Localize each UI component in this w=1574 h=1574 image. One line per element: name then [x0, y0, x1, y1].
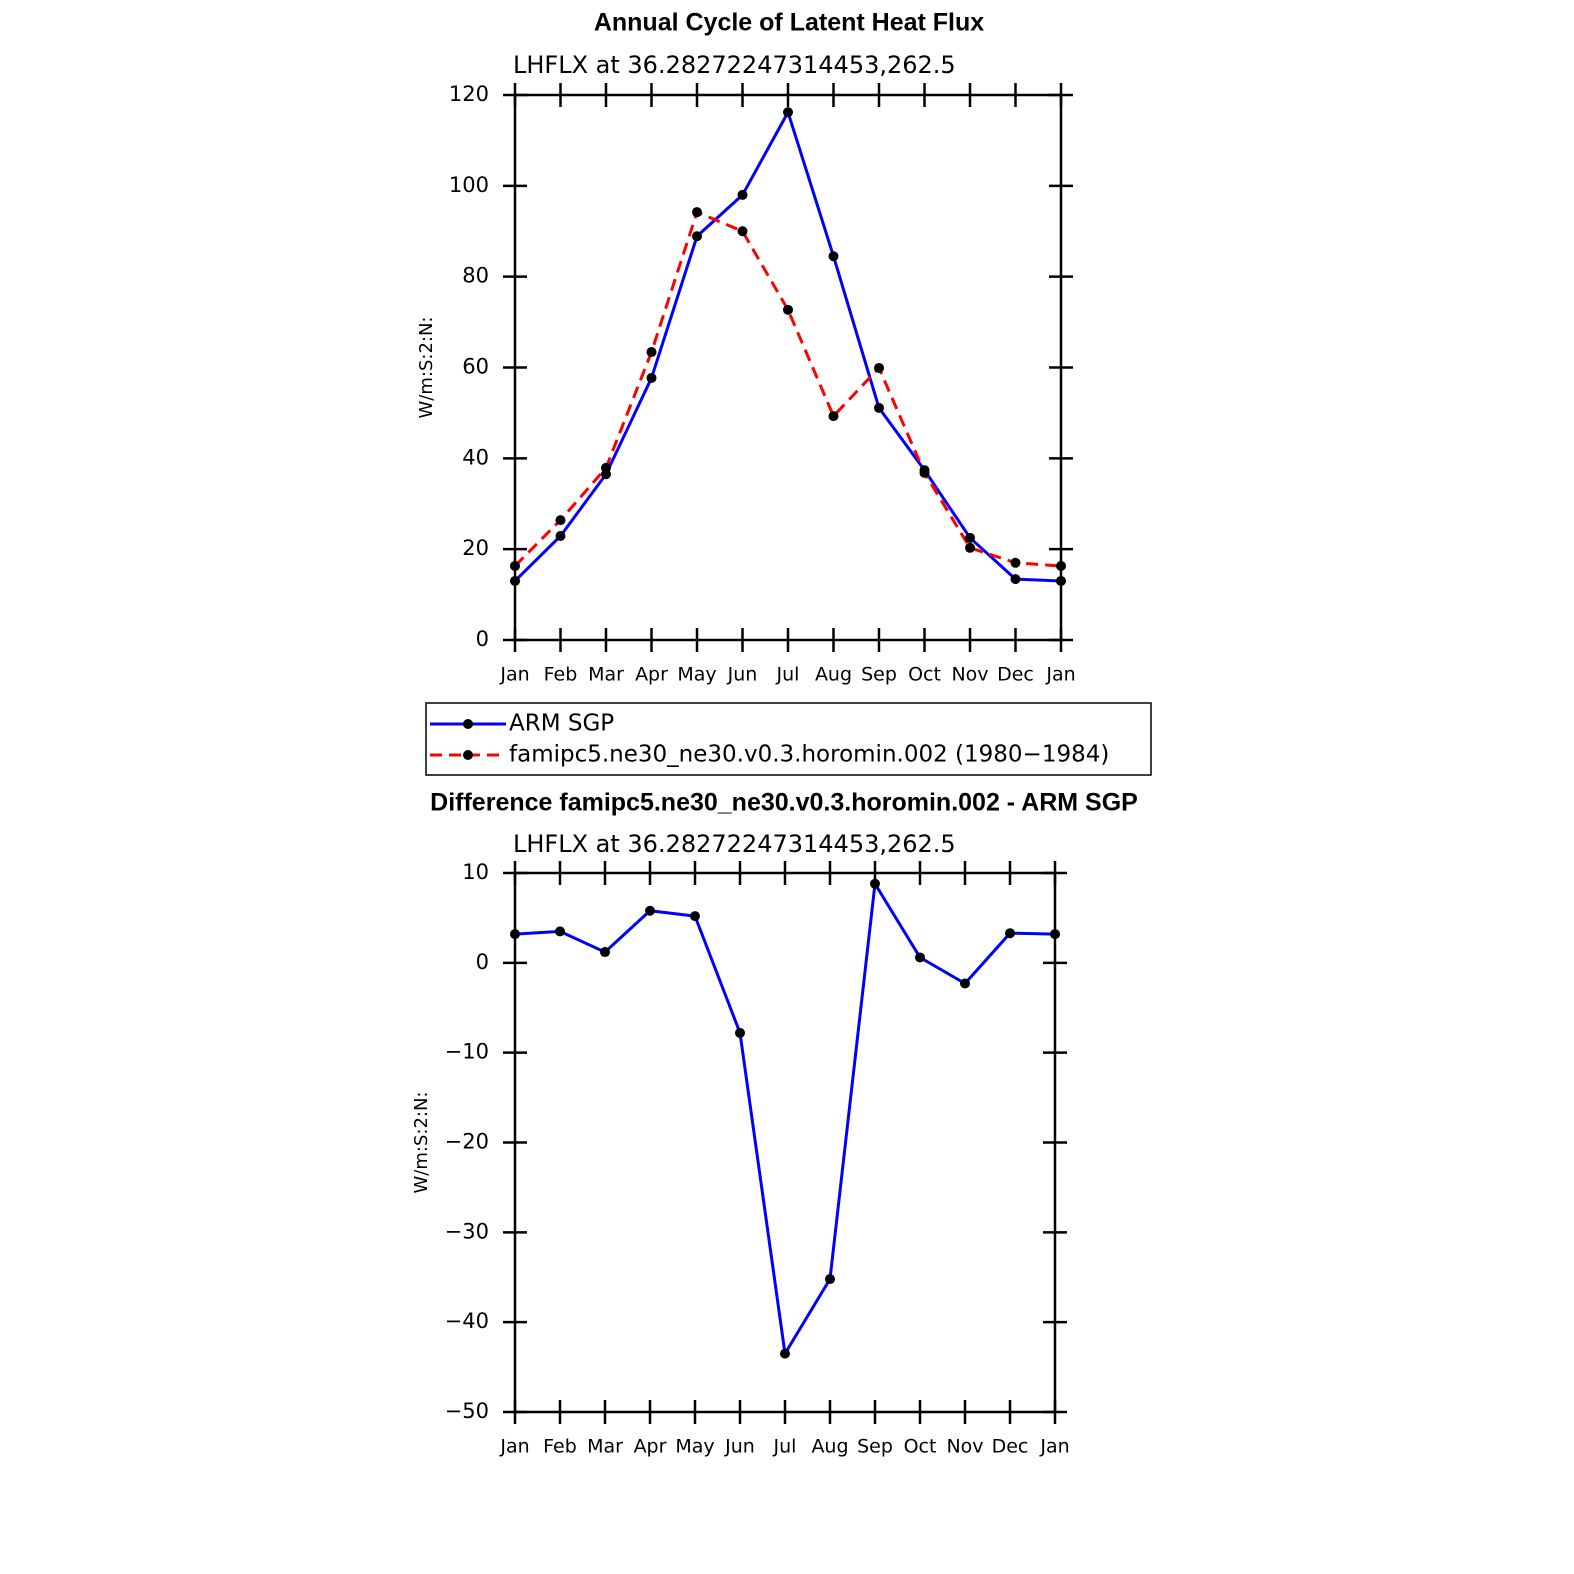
- plot-frame: [513, 93, 1063, 642]
- data-point: [646, 372, 657, 383]
- x-tick-label: Jan: [499, 1436, 529, 1458]
- chart-subtitle: LHFLX at 36.28272247314453,262.5: [513, 51, 956, 79]
- y-tick-label: 20: [462, 536, 489, 560]
- y-tick-label: 120: [449, 82, 489, 106]
- y-tick-label: 60: [462, 355, 489, 379]
- x-tick-label: Jul: [776, 664, 800, 686]
- data-point: [1010, 574, 1021, 585]
- data-point: [828, 251, 839, 262]
- y-tick-label: 10: [462, 860, 489, 884]
- y-tick-label: 80: [462, 264, 489, 288]
- data-point: [825, 1274, 835, 1285]
- data-point: [600, 947, 610, 958]
- x-tick-label: Jun: [727, 664, 758, 686]
- legend-box: [425, 702, 1152, 776]
- data-point: [735, 1027, 745, 1038]
- x-tick-label: Jun: [724, 1436, 755, 1458]
- y-axis-label: W/m:S:2:N:: [411, 1092, 432, 1194]
- data-point: [874, 402, 884, 413]
- y-tick-label: −50: [445, 1399, 489, 1423]
- series-line: [513, 108, 1062, 583]
- data-point: [646, 347, 657, 358]
- data-point: [555, 530, 566, 541]
- legend-label: ARM SGP: [509, 711, 614, 737]
- x-tick-label: Mar: [587, 1436, 623, 1458]
- x-tick-label: Jan: [1039, 1436, 1069, 1458]
- data-point: [510, 929, 520, 940]
- data-point: [783, 304, 793, 315]
- y-tick-label: −30: [445, 1219, 489, 1243]
- data-point: [510, 575, 520, 586]
- y-tick-label: −40: [445, 1309, 489, 1333]
- x-tick-label: Sep: [861, 664, 897, 686]
- data-point: [555, 515, 566, 526]
- x-tick-label: Oct: [908, 664, 941, 686]
- plot-frame: [513, 871, 1057, 1414]
- y-tick-label: 100: [449, 173, 489, 197]
- data-point: [555, 926, 565, 937]
- data-point: [965, 532, 975, 543]
- x-tick-label: Jul: [773, 1436, 797, 1458]
- data-point: [1050, 929, 1060, 940]
- data-point: [601, 462, 611, 473]
- y-tick-label: 0: [476, 627, 489, 651]
- x-tick-label: Aug: [815, 664, 852, 686]
- legend-dot: [463, 750, 473, 760]
- data-point: [1056, 575, 1066, 586]
- x-tick-label: Feb: [544, 664, 578, 686]
- x-tick-label: Feb: [543, 1436, 577, 1458]
- data-point: [915, 952, 925, 963]
- y-tick-label: −10: [445, 1040, 489, 1064]
- series-line: [514, 879, 1056, 1358]
- data-point: [510, 560, 520, 571]
- data-point: [1005, 928, 1015, 939]
- y-tick-label: −20: [445, 1130, 489, 1154]
- y-tick-label: 0: [476, 950, 489, 974]
- y-axis-label: W/m:S:2:N:: [416, 317, 437, 419]
- x-tick-label: Nov: [946, 1436, 983, 1458]
- data-point: [692, 231, 702, 242]
- legend-dot: [463, 719, 473, 729]
- data-point: [737, 189, 748, 200]
- x-tick-label: Mar: [588, 664, 624, 686]
- data-point: [1010, 557, 1021, 568]
- data-point: [690, 911, 700, 922]
- data-point: [828, 411, 839, 422]
- x-tick-label: Dec: [997, 664, 1034, 686]
- data-point: [780, 1348, 790, 1359]
- legend-label: famipc5.ne30_ne30.v0.3.horomin.002 (1980…: [509, 742, 1109, 768]
- chart-title: Annual Cycle of Latent Heat Flux: [594, 9, 984, 37]
- x-tick-label: May: [677, 664, 716, 686]
- x-tick-label: Jan: [1045, 664, 1075, 686]
- data-point: [960, 978, 970, 989]
- series-line: [513, 210, 1062, 568]
- data-point: [645, 905, 655, 916]
- data-point: [874, 362, 884, 373]
- x-tick-label: Oct: [904, 1436, 937, 1458]
- data-point: [870, 878, 880, 889]
- data-point: [965, 542, 975, 553]
- data-point: [919, 467, 930, 478]
- data-point: [1056, 560, 1066, 571]
- x-tick-label: Apr: [634, 1436, 667, 1458]
- y-tick-label: 40: [462, 445, 489, 469]
- x-tick-label: May: [675, 1436, 714, 1458]
- x-tick-label: Jan: [499, 664, 529, 686]
- x-tick-label: Apr: [635, 664, 668, 686]
- x-tick-label: Aug: [811, 1436, 848, 1458]
- x-tick-label: Nov: [951, 664, 988, 686]
- chart-title: Difference famipc5.ne30_ne30.v0.3.horomi…: [430, 789, 1138, 817]
- x-tick-label: Dec: [992, 1436, 1029, 1458]
- x-tick-label: Sep: [857, 1436, 893, 1458]
- chart-subtitle: LHFLX at 36.28272247314453,262.5: [513, 830, 956, 858]
- data-point: [692, 207, 702, 218]
- data-point: [783, 107, 793, 118]
- data-point: [737, 226, 748, 237]
